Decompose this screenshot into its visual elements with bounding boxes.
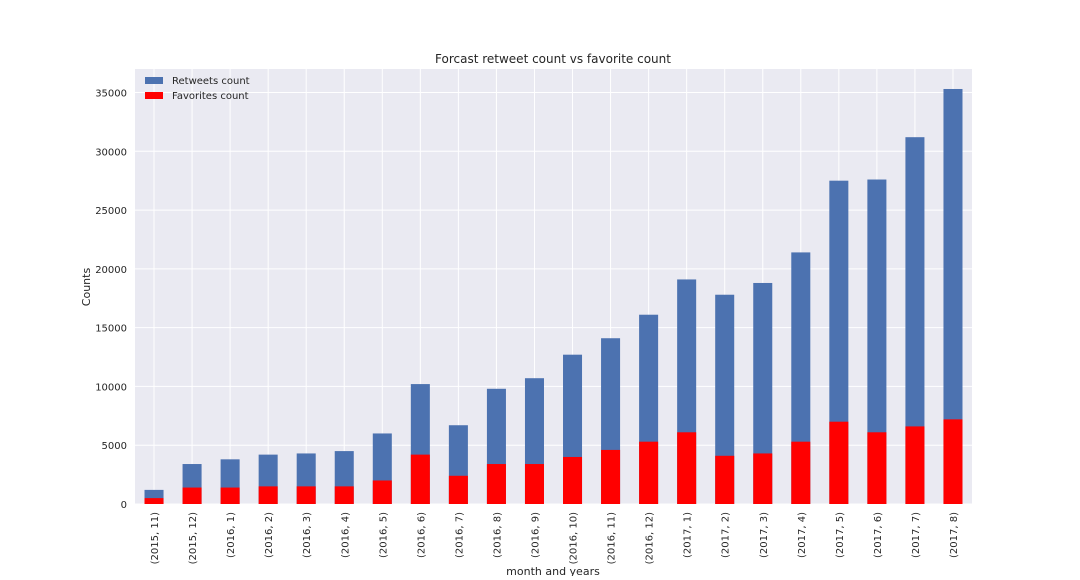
bar	[448, 475, 468, 504]
x-tick-label: (2017, 2)	[721, 512, 732, 558]
y-tick-label: 5000	[102, 441, 127, 452]
bar	[791, 441, 811, 504]
x-tick-label: (2017, 1)	[683, 512, 694, 558]
bar	[144, 498, 164, 504]
bar	[639, 441, 659, 504]
bar	[867, 179, 887, 504]
bar	[524, 464, 544, 504]
x-axis-label: month and years	[506, 565, 600, 576]
x-tick-label: (2016, 1)	[226, 512, 237, 558]
bar	[753, 453, 773, 504]
x-tick-label: (2015, 12)	[188, 512, 199, 564]
bar	[905, 137, 925, 504]
legend-label: Retweets count	[172, 76, 250, 87]
bar	[563, 456, 583, 504]
x-tick-label: (2016, 3)	[302, 512, 313, 558]
x-tick-label: (2017, 6)	[873, 512, 884, 558]
x-tick-label: (2017, 7)	[911, 512, 922, 558]
x-tick-label: (2015, 11)	[150, 512, 161, 564]
bar	[867, 432, 887, 504]
y-tick-label: 15000	[95, 324, 127, 335]
x-tick-label: (2017, 8)	[949, 512, 960, 558]
chart-title: Forcast retweet count vs favorite count	[435, 52, 671, 66]
y-tick-label: 0	[121, 500, 127, 511]
y-tick-label: 10000	[95, 382, 127, 393]
bar	[943, 88, 963, 505]
y-tick-label: 35000	[95, 89, 127, 100]
x-tick-label: (2017, 3)	[759, 512, 770, 558]
x-tick-label: (2016, 8)	[492, 512, 503, 558]
x-tick-label: (2016, 10)	[569, 512, 580, 564]
legend-swatch	[145, 77, 163, 84]
bar	[486, 464, 506, 504]
bar	[296, 486, 316, 504]
bar	[182, 487, 202, 504]
x-tick-label: (2016, 5)	[378, 512, 389, 558]
bar	[601, 449, 621, 504]
bar	[258, 486, 278, 504]
x-tick-label: (2016, 9)	[530, 512, 541, 558]
x-tick-label: (2017, 5)	[835, 512, 846, 558]
x-tick-label: (2017, 4)	[797, 512, 808, 558]
x-tick-label: (2016, 6)	[416, 512, 427, 558]
legend-swatch	[145, 92, 163, 99]
x-tick-label: (2016, 12)	[645, 512, 656, 564]
bar	[829, 421, 849, 504]
x-tick-label: (2016, 7)	[454, 512, 465, 558]
x-tick-label: (2016, 11)	[607, 512, 618, 564]
bar	[753, 282, 773, 504]
bar	[905, 426, 925, 504]
y-axis-label: Counts	[80, 268, 93, 307]
bar	[791, 252, 811, 504]
bar	[334, 486, 354, 504]
x-tick-label: (2016, 2)	[264, 512, 275, 558]
bar	[410, 454, 430, 504]
y-tick-label: 25000	[95, 206, 127, 217]
y-tick-label: 20000	[95, 265, 127, 276]
legend-label: Favorites count	[172, 91, 249, 102]
bar	[677, 432, 697, 504]
bar	[220, 487, 240, 504]
bar	[715, 455, 735, 504]
x-tick-label: (2016, 4)	[340, 512, 351, 558]
bar	[372, 480, 392, 504]
bar	[715, 294, 735, 504]
y-tick-label: 30000	[95, 147, 127, 158]
bar	[943, 419, 963, 504]
